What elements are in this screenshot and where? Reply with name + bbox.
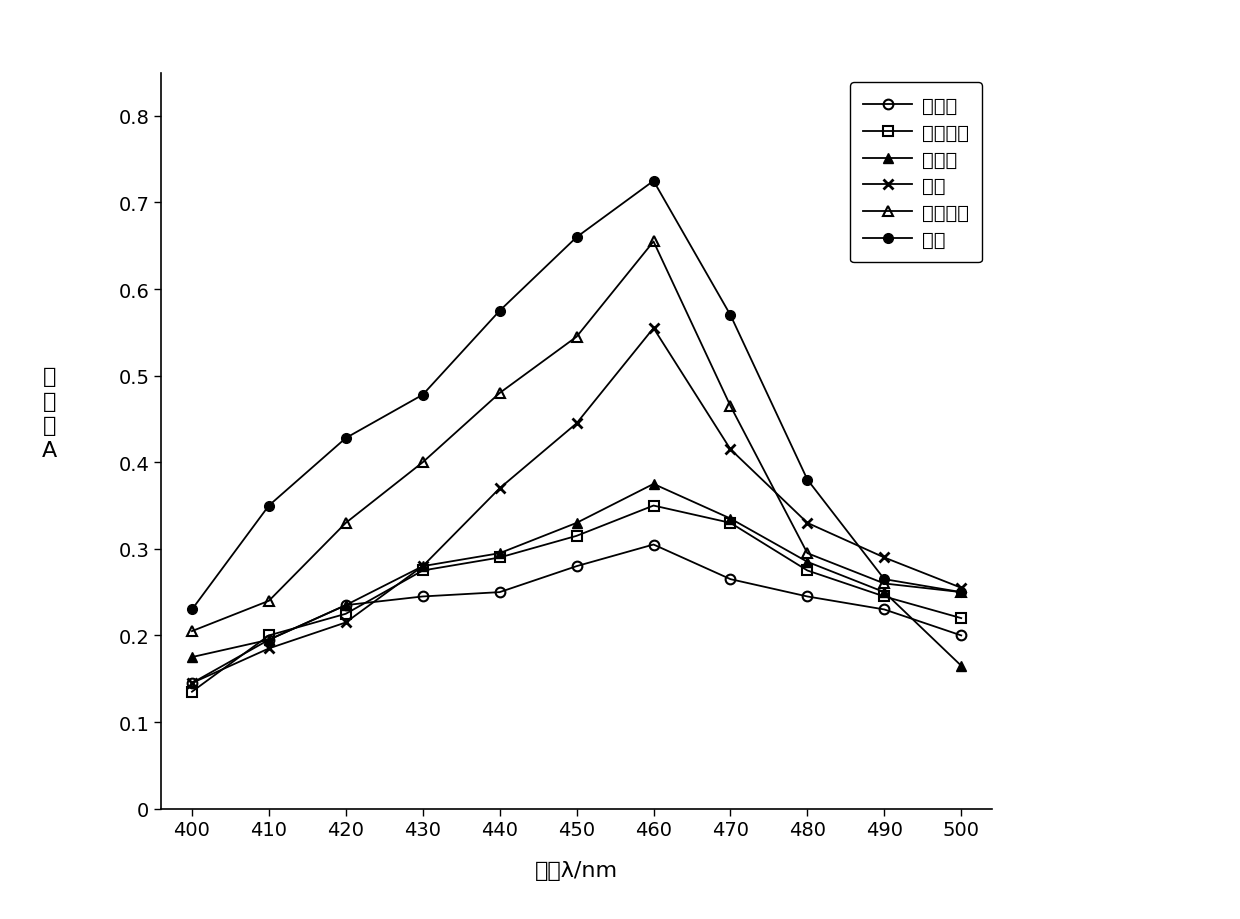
无水乙醇 <box>569 332 584 343</box>
正己烷 <box>723 574 738 585</box>
石油醚 <box>415 561 430 572</box>
乙酸乙酯 <box>569 531 584 542</box>
Legend: 正己烷, 乙酸乙酯, 石油醚, 乙醚, 无水乙醇, 丙酮: 正己烷, 乙酸乙酯, 石油醚, 乙醚, 无水乙醇, 丙酮 <box>849 84 982 263</box>
无水乙醇 <box>800 548 815 559</box>
无水乙醇 <box>415 458 430 469</box>
乙酸乙酯 <box>800 565 815 576</box>
石油醚 <box>877 587 892 598</box>
乙醚 <box>723 444 738 455</box>
乙醚 <box>262 643 277 654</box>
Line: 石油醚: 石油醚 <box>187 480 966 671</box>
丙酮 <box>877 574 892 585</box>
正己烷 <box>339 600 353 611</box>
乙醚 <box>492 483 507 494</box>
石油醚 <box>262 634 277 645</box>
正己烷 <box>800 591 815 602</box>
无水乙醇 <box>723 401 738 412</box>
乙醚 <box>339 618 353 629</box>
丙酮 <box>415 390 430 401</box>
Text: 吸
光
度
A: 吸 光 度 A <box>42 367 57 460</box>
无水乙醇 <box>492 388 507 399</box>
正己烷 <box>877 605 892 616</box>
Line: 正己烷: 正己烷 <box>187 540 966 688</box>
正己烷 <box>262 634 277 645</box>
乙醚 <box>954 583 968 594</box>
石油醚 <box>492 548 507 559</box>
丙酮 <box>954 587 968 598</box>
丙酮 <box>339 433 353 444</box>
乙醚 <box>646 323 661 335</box>
乙酸乙酯 <box>492 552 507 563</box>
无水乙醇 <box>339 517 353 528</box>
丙酮 <box>569 233 584 244</box>
Line: 无水乙醇: 无水乙醇 <box>187 237 966 636</box>
乙醚 <box>569 418 584 429</box>
乙醚 <box>415 561 430 572</box>
正己烷 <box>569 561 584 572</box>
无水乙醇 <box>185 626 200 637</box>
石油醚 <box>954 661 968 672</box>
乙酸乙酯 <box>185 686 200 698</box>
正己烷 <box>185 678 200 689</box>
无水乙醇 <box>646 237 661 248</box>
乙醚 <box>877 552 892 563</box>
乙酸乙酯 <box>954 613 968 624</box>
丙酮 <box>262 501 277 512</box>
石油醚 <box>185 652 200 663</box>
乙酸乙酯 <box>723 517 738 528</box>
正己烷 <box>492 587 507 598</box>
正己烷 <box>954 630 968 641</box>
无水乙醇 <box>954 587 968 598</box>
石油醚 <box>800 557 815 568</box>
乙酸乙酯 <box>262 630 277 641</box>
石油醚 <box>339 600 353 611</box>
丙酮 <box>492 306 507 317</box>
乙醚 <box>800 517 815 528</box>
石油醚 <box>569 517 584 528</box>
丙酮 <box>723 311 738 322</box>
无水乙醇 <box>262 596 277 607</box>
石油醚 <box>723 514 738 525</box>
乙酸乙酯 <box>646 501 661 512</box>
Line: 乙酸乙酯: 乙酸乙酯 <box>187 501 966 697</box>
Line: 丙酮: 丙酮 <box>187 176 966 615</box>
乙酸乙酯 <box>877 591 892 602</box>
Line: 乙醚: 乙醚 <box>187 323 966 688</box>
正己烷 <box>415 591 430 602</box>
乙酸乙酯 <box>415 565 430 576</box>
乙醚 <box>185 678 200 689</box>
乙酸乙酯 <box>339 608 353 619</box>
石油醚 <box>646 479 661 490</box>
丙酮 <box>646 176 661 187</box>
丙酮 <box>800 474 815 485</box>
无水乙醇 <box>877 578 892 589</box>
正己烷 <box>646 539 661 550</box>
X-axis label: 波长λ/nm: 波长λ/nm <box>534 860 619 880</box>
丙酮 <box>185 605 200 616</box>
